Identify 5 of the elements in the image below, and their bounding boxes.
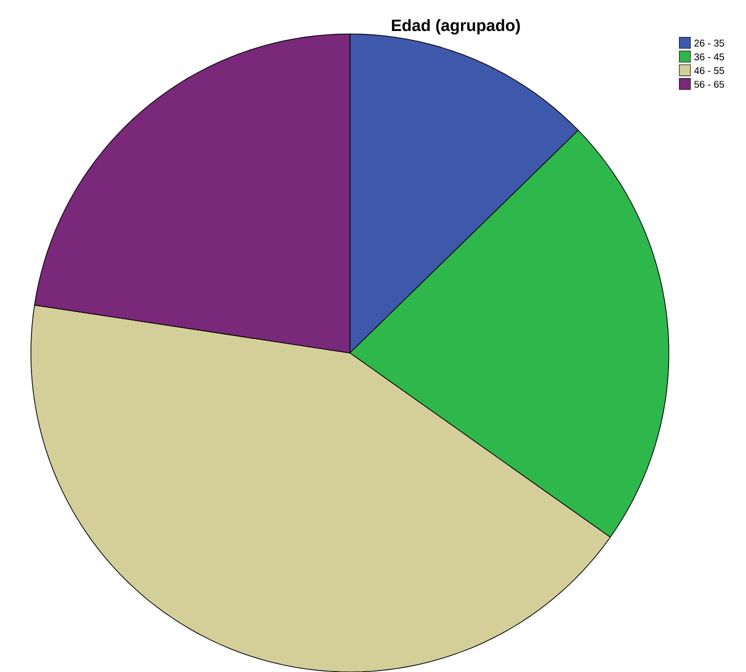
legend-label: 46 - 55 bbox=[694, 66, 724, 74]
chart-title: Edad (agrupado) bbox=[392, 18, 520, 34]
legend-label: 36 - 45 bbox=[694, 53, 724, 60]
legend-label: 26 - 35 bbox=[694, 39, 724, 46]
legend-label: 56 - 65 bbox=[694, 80, 724, 88]
